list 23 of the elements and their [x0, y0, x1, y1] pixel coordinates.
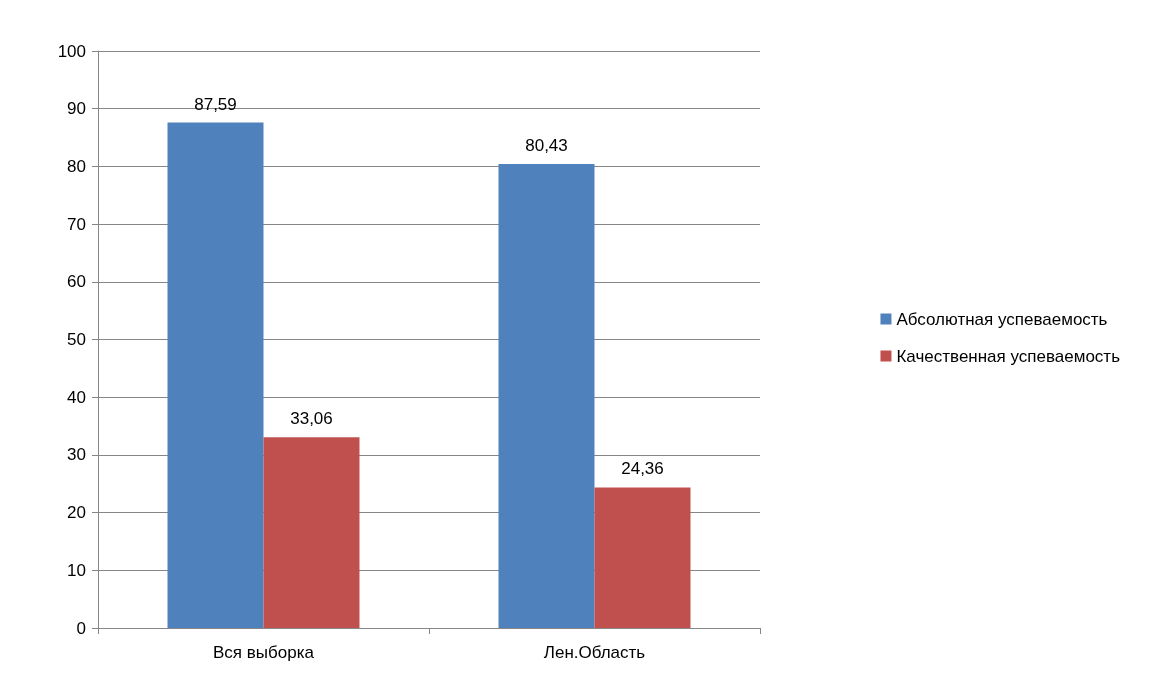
y-tick-label: 40 — [67, 387, 86, 407]
y-tick-label: 30 — [67, 445, 86, 465]
bar — [498, 163, 595, 628]
y-tick-label: 50 — [67, 330, 86, 349]
bar — [167, 122, 264, 628]
x-tick-label: Вся выборка — [213, 643, 315, 662]
x-tick-label: Лен.Область — [543, 643, 646, 662]
legend-label: Абсолютная успеваемость — [896, 309, 1108, 329]
data-label: 24,36 — [621, 459, 664, 479]
y-tick-label: 80 — [67, 156, 86, 176]
data-label: 80,43 — [525, 135, 568, 155]
bar — [263, 437, 360, 628]
data-label: 33,06 — [290, 409, 333, 429]
y-tick-label: 20 — [67, 503, 86, 523]
legend-label: Качественная успеваемость — [896, 346, 1121, 366]
bar — [594, 487, 691, 628]
y-tick-label: 0 — [76, 618, 86, 638]
y-tick-label: 60 — [67, 272, 86, 292]
y-tick-label: 90 — [67, 99, 86, 119]
y-tick-label: 10 — [67, 560, 86, 580]
y-tick-label: 100 — [57, 41, 86, 61]
data-label: 87,59 — [194, 94, 237, 114]
y-tick-label: 70 — [67, 214, 86, 234]
